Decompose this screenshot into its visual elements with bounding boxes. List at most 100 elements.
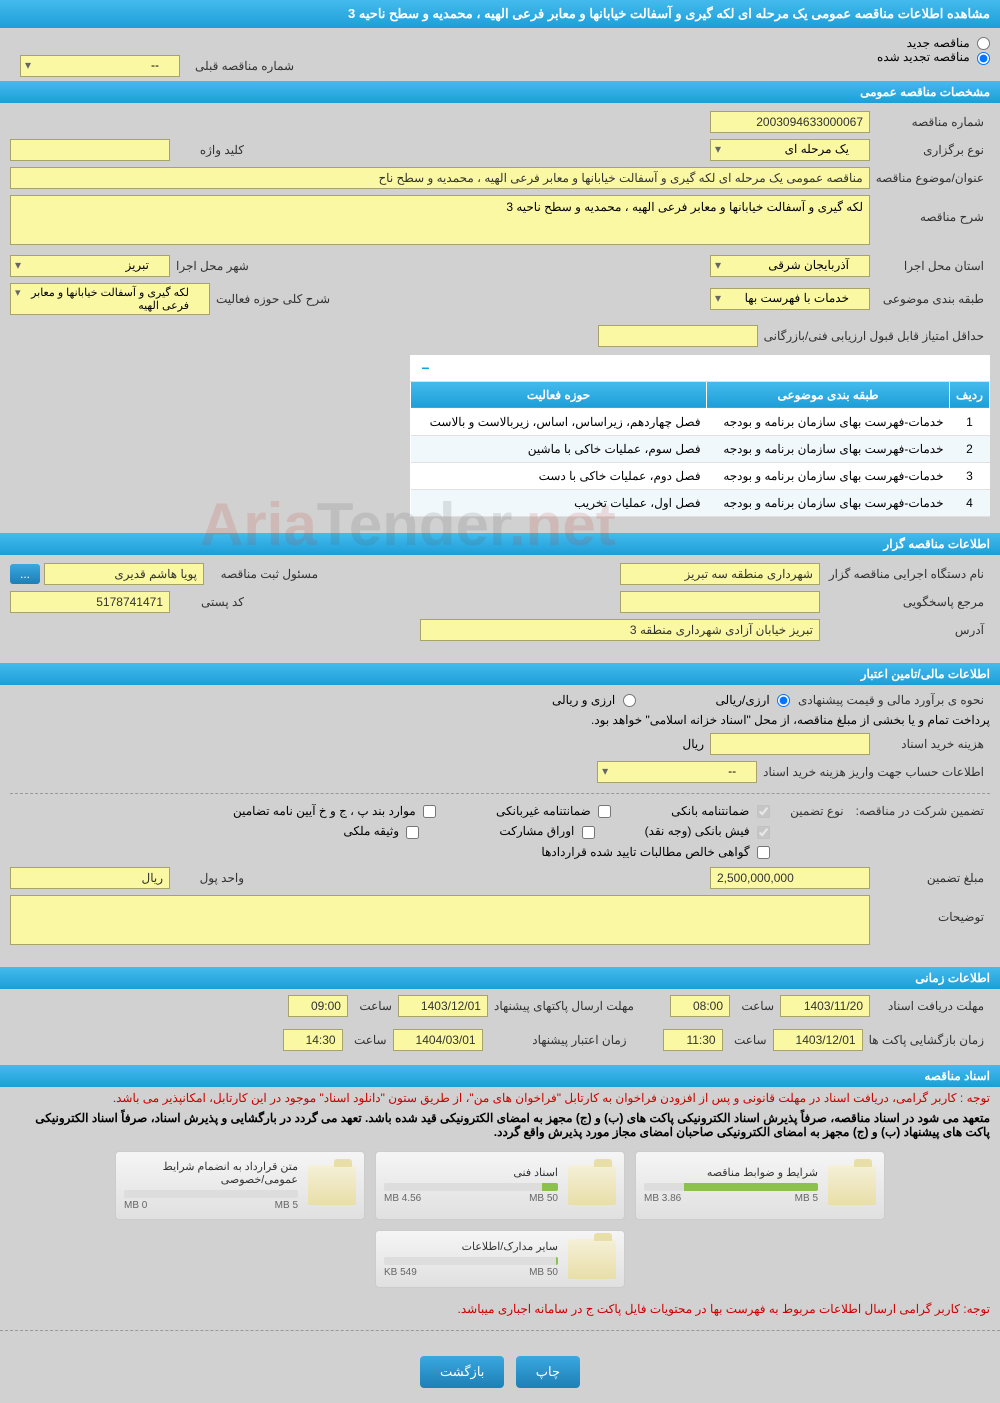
- file-title: سایر مدارک/اطلاعات: [384, 1240, 558, 1253]
- org-field: شهرداری منطقه سه تبریز: [620, 563, 820, 585]
- city-label: شهر محل اجرا: [170, 259, 255, 273]
- province-label: استان محل اجرا: [870, 259, 990, 273]
- cb-bylaw[interactable]: موارد بند پ ، ج و خ آیین نامه تضامین: [233, 804, 436, 818]
- file-card[interactable]: اسناد فنی 50 MB4.56 MB: [375, 1151, 625, 1220]
- folder-icon: [568, 1165, 616, 1205]
- guarantee-title: تضمین شرکت در مناقصه:: [850, 804, 990, 818]
- back-button[interactable]: بازگشت: [420, 1356, 504, 1388]
- doc-cost-field[interactable]: [710, 733, 870, 755]
- activity-desc-select[interactable]: لکه گیری و آسفالت خیابانها و معابر فرعی …: [10, 283, 210, 315]
- cb-property[interactable]: وثیقه ملکی: [343, 824, 419, 838]
- page-title-bar: مشاهده اطلاعات مناقصه عمومی یک مرحله ای …: [0, 0, 1000, 28]
- validity-time-label: ساعت: [343, 1033, 393, 1047]
- amount-label: مبلغ تضمین: [870, 871, 990, 885]
- table-row: 4خدمات-فهرست بهای سازمان برنامه و بودجهف…: [411, 489, 990, 516]
- org-label: نام دستگاه اجرایی مناقصه گزار: [820, 567, 990, 581]
- open-time-label: ساعت: [723, 1033, 773, 1047]
- prev-number-select[interactable]: --: [20, 55, 180, 77]
- col-category: طبقه بندی موضوعی: [707, 381, 950, 408]
- receive-date: 1403/11/20: [780, 995, 870, 1017]
- city-select[interactable]: تبریز: [10, 255, 170, 277]
- doc-note-2: متعهد می شود در اسناد مناقصه، صرفاً پذیر…: [0, 1109, 1000, 1141]
- send-date: 1403/12/01: [398, 995, 488, 1017]
- cb-bonds[interactable]: اوراق مشارکت: [499, 824, 594, 838]
- validity-time: 14:30: [283, 1029, 343, 1051]
- cb-receivables[interactable]: گواهی خالص مطالبات تایید شده قراردادها: [541, 845, 770, 859]
- doc-cost-label: هزینه خرید اسناد: [870, 737, 990, 751]
- file-title: متن قرارداد به انضمام شرایط عمومی/خصوصی: [124, 1160, 298, 1186]
- folder-icon: [308, 1165, 356, 1205]
- category-select[interactable]: خدمات با فهرست بها: [710, 288, 870, 310]
- cb-nonbank[interactable]: ضمانتنامه غیربانکی: [496, 804, 611, 818]
- file-size: 549 KB: [384, 1267, 417, 1278]
- file-title: شرایط و ضوابط مناقصه: [644, 1166, 818, 1179]
- col-field: حوزه فعالیت: [411, 381, 707, 408]
- radio-renewed-tender[interactable]: مناقصه تجدید شده: [877, 50, 990, 64]
- open-time: 11:30: [663, 1029, 723, 1051]
- unit-label: واحد پول: [170, 871, 250, 885]
- amount-field[interactable]: 2,500,000,000: [710, 867, 870, 889]
- address-label: آدرس: [820, 623, 990, 637]
- file-card[interactable]: سایر مدارک/اطلاعات 50 MB549 KB: [375, 1230, 625, 1288]
- estimate-label: نحوه ی برآورد مالی و قیمت پیشنهادی: [790, 693, 990, 707]
- ref-field[interactable]: [620, 591, 820, 613]
- more-button[interactable]: ...: [10, 564, 40, 584]
- folder-icon: [568, 1239, 616, 1279]
- radio-new-tender[interactable]: مناقصه جدید: [907, 36, 990, 50]
- notes-label: توضیحات: [870, 895, 990, 924]
- file-title: اسناد فنی: [384, 1166, 558, 1179]
- description-field[interactable]: لکه گیری و آسفالت خیابانها و معابر فرعی …: [10, 195, 870, 245]
- address-field: تبریز خیابان آزادی شهرداری منطقه 3: [420, 619, 820, 641]
- validity-label: زمان اعتبار پیشنهاد: [483, 1033, 633, 1047]
- page-title: مشاهده اطلاعات مناقصه عمومی یک مرحله ای …: [348, 6, 990, 21]
- activity-table: حوزه های فعالیت − ردیف طبقه بندی موضوعی …: [410, 355, 990, 517]
- subject-label: عنوان/موضوع مناقصه: [870, 171, 990, 185]
- send-time: 09:00: [288, 995, 348, 1017]
- validity-date: 1404/03/01: [393, 1029, 483, 1051]
- postal-field: 5178741471: [10, 591, 170, 613]
- account-select[interactable]: --: [597, 761, 757, 783]
- cb-cash[interactable]: فیش بانکی (وجه نقد): [645, 824, 770, 838]
- cb-bank-guarantee[interactable]: ضمانتنامه بانکی: [671, 804, 770, 818]
- holding-type-select[interactable]: یک مرحله ای: [710, 139, 870, 161]
- folder-icon: [828, 1165, 876, 1205]
- description-label: شرح مناقصه: [870, 195, 990, 224]
- send-label: مهلت ارسال پاکتهای پیشنهاد: [488, 999, 640, 1013]
- receive-label: مهلت دریافت اسناد: [870, 999, 990, 1013]
- number-field: 2003094633000067: [710, 111, 870, 133]
- keyword-field[interactable]: [10, 139, 170, 161]
- section-timing: اطلاعات زمانی: [0, 967, 1000, 989]
- print-button[interactable]: چاپ: [516, 1356, 580, 1388]
- ref-label: مرجع پاسخگویی: [820, 595, 990, 609]
- radio-currency[interactable]: ارزی و ریالی: [552, 693, 636, 707]
- open-label: زمان بازگشایی پاکت ها: [863, 1033, 990, 1047]
- collapse-icon[interactable]: −: [417, 359, 435, 377]
- responsible-field: پویا هاشم قدیری: [44, 563, 204, 585]
- section-organizer: اطلاعات مناقصه گزار: [0, 533, 1000, 555]
- prev-number-label: شماره مناقصه قبلی: [180, 59, 300, 73]
- min-score-label: حداقل امتیاز قابل قبول ارزیابی فنی/بازرگ…: [758, 329, 990, 343]
- file-card[interactable]: متن قرارداد به انضمام شرایط عمومی/خصوصی …: [115, 1151, 365, 1220]
- file-max: 5 MB: [795, 1193, 818, 1204]
- file-card[interactable]: شرایط و ضوابط مناقصه 5 MB 3.86 MB: [635, 1151, 885, 1220]
- subject-field[interactable]: مناقصه عمومی یک مرحله ای لکه گیری و آسفا…: [10, 167, 870, 189]
- min-score-field[interactable]: [598, 325, 758, 347]
- guarantee-type-label: نوع تضمین: [770, 804, 850, 818]
- table-row: 2خدمات-فهرست بهای سازمان برنامه و بودجهف…: [411, 435, 990, 462]
- doc-note-3: توجه: کاربر گرامی ارسال اطلاعات مربوط به…: [0, 1298, 1000, 1320]
- col-row: ردیف: [950, 381, 990, 408]
- section-documents: اسناد مناقصه: [0, 1065, 1000, 1087]
- province-select[interactable]: آذربایجان شرقی: [710, 255, 870, 277]
- file-size: 0 MB: [124, 1200, 147, 1211]
- file-size: 4.56 MB: [384, 1193, 421, 1204]
- category-label: طبقه بندی موضوعی: [870, 292, 990, 306]
- number-label: شماره مناقصه: [870, 115, 990, 129]
- holding-type-label: نوع برگزاری: [870, 143, 990, 157]
- radio-rial[interactable]: ارزی/ریالی: [716, 693, 790, 707]
- receive-time: 08:00: [670, 995, 730, 1017]
- file-size: 3.86 MB: [644, 1193, 681, 1204]
- send-time-label: ساعت: [348, 999, 398, 1013]
- notes-field[interactable]: [10, 895, 870, 945]
- file-max: 5 MB: [275, 1200, 298, 1211]
- payment-note: پرداخت تمام و یا بخشی از مبلغ مناقصه، از…: [591, 713, 990, 727]
